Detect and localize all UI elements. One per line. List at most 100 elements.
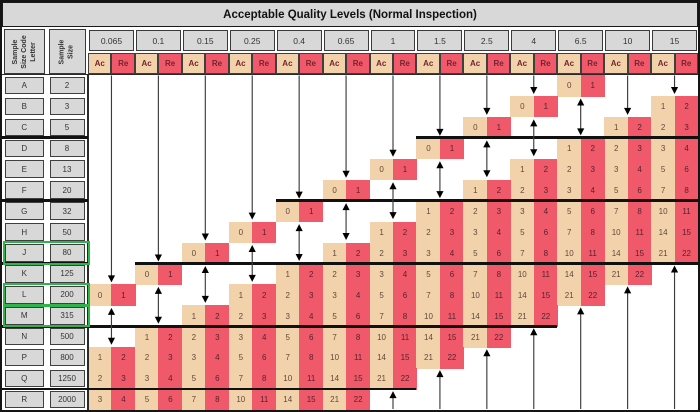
ac-cell-N-0.25: 3 bbox=[228, 326, 253, 348]
re-cell-G-1.5: 2 bbox=[439, 200, 464, 223]
highlight-box-row-M bbox=[2, 304, 90, 328]
ac-cell-H-10: 10 bbox=[604, 221, 629, 244]
re-cell-H-2.5: 4 bbox=[486, 221, 511, 244]
sample-size-cell-C: 5 bbox=[49, 118, 85, 137]
re-header-cell-4: Re bbox=[533, 53, 558, 74]
ac-cell-P-0.25: 5 bbox=[228, 347, 253, 369]
re-cell-G-10: 8 bbox=[627, 200, 652, 223]
ac-cell-R-0.065: 3 bbox=[88, 389, 113, 411]
ac-cell-P-0.1: 2 bbox=[134, 347, 159, 369]
ac-cell-D-1.5: 0 bbox=[416, 137, 441, 160]
aql-level-header-0.065: 0.065 bbox=[89, 30, 134, 51]
ac-cell-E-10: 3 bbox=[604, 158, 629, 181]
re-cell-K-0.65: 3 bbox=[346, 263, 371, 285]
re-cell-E-1: 1 bbox=[393, 158, 418, 181]
re-cell-P-0.25: 6 bbox=[252, 347, 277, 369]
re-cell-E-4: 2 bbox=[533, 158, 558, 181]
re-cell-K-4: 11 bbox=[533, 263, 558, 285]
ac-header-cell-2.5: Ac bbox=[463, 53, 487, 74]
ac-cell-N-1: 10 bbox=[369, 326, 394, 348]
re-cell-L-1: 6 bbox=[393, 284, 418, 306]
code-letter-cell-J: J bbox=[5, 244, 44, 262]
aql-level-header-0.1: 0.1 bbox=[135, 30, 181, 51]
highlight-box-row-L bbox=[2, 283, 90, 307]
re-cell-H-1.5: 3 bbox=[439, 221, 464, 244]
re-cell-F-15: 8 bbox=[674, 179, 699, 202]
re-cell-D-1.5: 1 bbox=[439, 137, 464, 160]
ac-cell-K-1: 3 bbox=[369, 263, 394, 285]
ac-header-cell-0.4: Ac bbox=[275, 53, 300, 74]
re-header-cell-1.5: Re bbox=[439, 53, 464, 74]
re-cell-E-6.5: 3 bbox=[580, 158, 605, 181]
column-header-label: Sample Size Code Letter bbox=[11, 34, 36, 69]
code-letter-cell-C: C bbox=[5, 118, 44, 137]
re-cell-G-6.5: 6 bbox=[580, 200, 605, 223]
re-cell-D-6.5: 2 bbox=[580, 137, 605, 160]
ac-header-cell-0.65: Ac bbox=[322, 53, 347, 74]
re-cell-F-4: 3 bbox=[533, 179, 558, 202]
re-cell-J-6.5: 11 bbox=[580, 242, 605, 265]
re-cell-F-2.5: 2 bbox=[486, 179, 511, 202]
re-cell-P-1.5: 22 bbox=[439, 347, 464, 369]
heavy-step-line-below-C bbox=[416, 136, 698, 140]
ac-cell-M-1: 7 bbox=[369, 305, 394, 327]
ac-cell-G-1.5: 1 bbox=[416, 200, 441, 223]
re-header-cell-0.15: Re bbox=[205, 53, 229, 74]
ac-cell-F-6.5: 3 bbox=[557, 179, 582, 202]
re-cell-L-0.4: 3 bbox=[299, 284, 324, 306]
code-letter-cell-L: L bbox=[5, 286, 44, 304]
heavy-step-line-left-below-Q bbox=[2, 387, 88, 391]
ac-cell-D-15: 3 bbox=[651, 137, 676, 160]
re-cell-R-0.065: 4 bbox=[111, 389, 136, 411]
code-letter-cell-H: H bbox=[5, 223, 44, 241]
ac-cell-J-0.65: 1 bbox=[322, 242, 347, 265]
re-cell-M-2.5: 15 bbox=[486, 305, 511, 327]
ac-header-cell-0.15: Ac bbox=[181, 53, 206, 74]
re-cell-L-6.5: 22 bbox=[580, 284, 605, 306]
sample-size-cell-N: 500 bbox=[49, 327, 85, 346]
aql-level-header-0.25: 0.25 bbox=[229, 30, 275, 51]
re-cell-G-15: 11 bbox=[674, 200, 699, 223]
sample-size-cell-M: 315 bbox=[49, 307, 85, 325]
ac-cell-P-0.4: 7 bbox=[275, 347, 300, 369]
re-cell-C-10: 2 bbox=[627, 116, 652, 139]
re-header-cell-0.25: Re bbox=[252, 53, 276, 74]
re-cell-K-2.5: 8 bbox=[486, 263, 511, 285]
ac-cell-G-0.4: 0 bbox=[275, 200, 300, 223]
ac-cell-B-4: 0 bbox=[510, 95, 535, 118]
re-cell-Q-1: 22 bbox=[393, 368, 418, 390]
ac-cell-L-0.65: 3 bbox=[322, 284, 347, 306]
ac-cell-K-4: 10 bbox=[510, 263, 535, 285]
ac-cell-J-15: 21 bbox=[651, 242, 676, 265]
table-title: Acceptable Quality Levels (Normal Inspec… bbox=[2, 2, 698, 27]
ac-cell-F-4: 2 bbox=[510, 179, 535, 202]
re-cell-P-0.65: 11 bbox=[346, 347, 371, 369]
re-cell-Q-0.065: 3 bbox=[111, 368, 136, 390]
re-cell-H-0.25: 1 bbox=[252, 221, 277, 244]
re-cell-N-0.25: 4 bbox=[252, 326, 277, 348]
ac-cell-R-0.4: 14 bbox=[275, 389, 300, 411]
re-cell-K-0.1: 1 bbox=[158, 263, 183, 285]
ac-cell-N-0.4: 5 bbox=[275, 326, 300, 348]
ac-cell-P-0.065: 1 bbox=[88, 347, 113, 369]
re-cell-J-4: 8 bbox=[533, 242, 558, 265]
code-letter-cell-N: N bbox=[5, 327, 44, 346]
sample-size-cell-G: 32 bbox=[49, 202, 85, 220]
ac-header-cell-10: Ac bbox=[604, 53, 628, 74]
aql-level-header-1: 1 bbox=[370, 30, 416, 51]
sample-size-cell-H: 50 bbox=[49, 223, 85, 241]
re-cell-H-6.5: 8 bbox=[580, 221, 605, 244]
code-letter-cell-G: G bbox=[5, 202, 44, 220]
ac-cell-K-0.4: 1 bbox=[275, 263, 300, 285]
re-header-cell-0.1: Re bbox=[158, 53, 182, 74]
sample-size-cell-J: 80 bbox=[49, 244, 85, 262]
ac-cell-K-0.65: 2 bbox=[322, 263, 347, 285]
aql-level-header-0.65: 0.65 bbox=[323, 30, 369, 51]
re-cell-P-0.4: 8 bbox=[299, 347, 324, 369]
ac-cell-H-6.5: 7 bbox=[557, 221, 582, 244]
ac-cell-K-2.5: 7 bbox=[463, 263, 488, 285]
ac-header-cell-0.065: Ac bbox=[88, 53, 112, 74]
re-cell-N-0.1: 2 bbox=[158, 326, 183, 348]
ac-header-cell-1: Ac bbox=[369, 53, 393, 74]
ac-cell-H-0.25: 0 bbox=[228, 221, 253, 244]
